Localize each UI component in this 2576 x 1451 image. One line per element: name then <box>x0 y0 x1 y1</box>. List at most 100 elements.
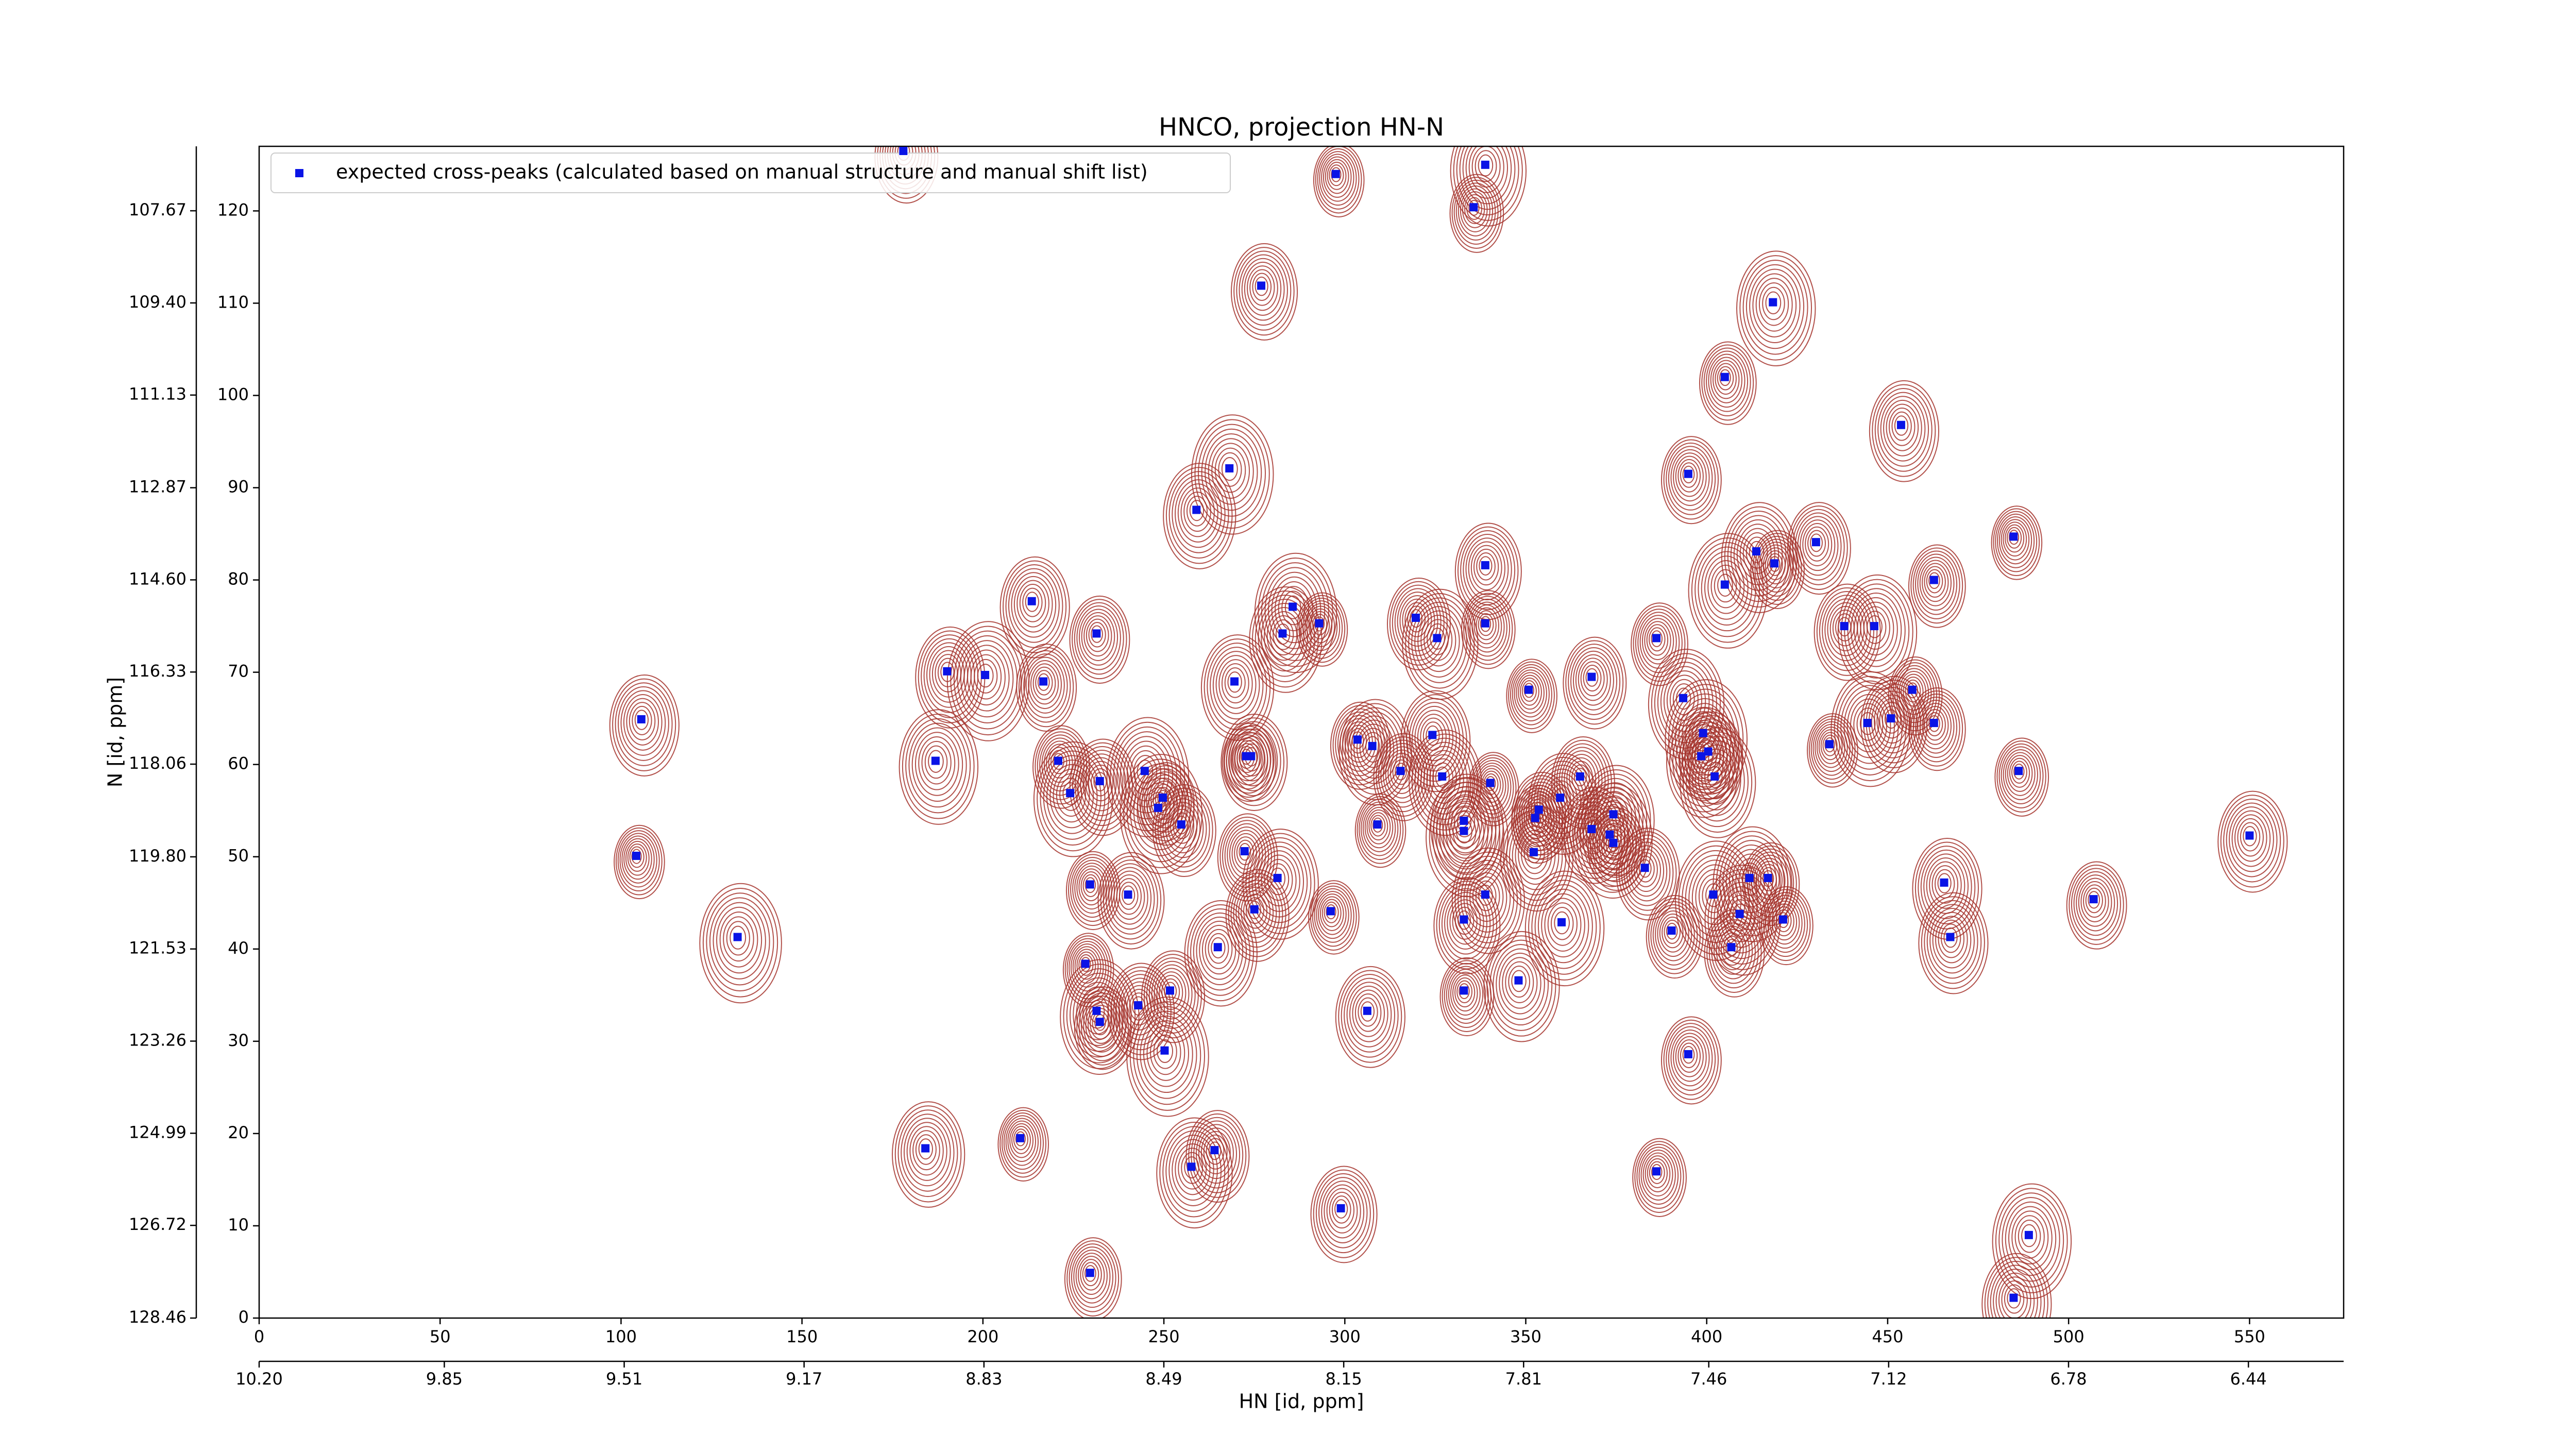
contour <box>1515 825 1556 885</box>
contour <box>1938 919 1965 958</box>
contour <box>963 645 1010 712</box>
contour <box>1708 916 1759 989</box>
contour <box>1698 753 1734 805</box>
contour <box>1673 1033 1707 1082</box>
x2-tick-label: 7.12 <box>1870 1369 1907 1389</box>
contour <box>1496 948 1545 1020</box>
contour <box>1005 1118 1039 1166</box>
contour <box>1716 925 1750 975</box>
contour <box>1687 722 1734 790</box>
contour <box>953 630 1022 730</box>
contour <box>1711 919 1756 984</box>
cross-peak <box>1557 918 1566 926</box>
contour <box>1704 909 1765 998</box>
contour <box>1463 864 1511 933</box>
contour <box>1914 553 1958 615</box>
contour <box>1502 957 1538 1009</box>
contour <box>1462 191 1488 228</box>
contour <box>1395 763 1407 781</box>
contour <box>1298 595 1346 663</box>
contour <box>1471 604 1502 649</box>
contour <box>1568 644 1621 720</box>
contour <box>1680 462 1698 488</box>
contour <box>1448 969 1484 1020</box>
contour <box>1837 574 1918 690</box>
contour <box>1765 291 1782 315</box>
y2-tick-label: 123.26 <box>129 1031 187 1050</box>
contour <box>1069 595 1130 684</box>
contour <box>1987 1260 2045 1318</box>
contour <box>1442 790 1489 859</box>
contour <box>1205 929 1233 969</box>
contour <box>1076 951 1096 980</box>
y-tick-label: 20 <box>228 1123 249 1142</box>
contour <box>1360 1001 1375 1022</box>
contour <box>1069 940 1107 996</box>
contour <box>1168 1135 1218 1206</box>
contour <box>1304 603 1338 651</box>
contour <box>1241 258 1285 321</box>
contour <box>1760 544 1791 588</box>
contour <box>1077 750 1127 821</box>
contour <box>912 1130 940 1171</box>
contour <box>1329 164 1344 187</box>
cross-peak <box>1095 777 1104 785</box>
cross-peak <box>943 667 952 676</box>
contour <box>1019 584 1046 622</box>
contour <box>1714 569 1737 603</box>
contour <box>903 1118 951 1187</box>
contour <box>1719 369 1731 386</box>
contour <box>1763 892 1808 957</box>
contour <box>1521 680 1537 702</box>
contour <box>1634 1141 1684 1213</box>
contour <box>1917 699 1955 754</box>
contour <box>617 830 660 891</box>
contour <box>2080 881 2109 922</box>
cross-peak <box>1095 1018 1104 1026</box>
contour <box>1636 1143 1682 1209</box>
contour <box>1675 840 1758 961</box>
contour <box>621 835 655 884</box>
contour <box>1940 923 1961 953</box>
cross-peak <box>2089 895 2098 904</box>
contour <box>1231 728 1275 791</box>
contour <box>1802 522 1833 566</box>
contour <box>1364 806 1394 849</box>
cross-peak <box>2014 767 2023 775</box>
contour <box>901 1113 955 1192</box>
contour <box>1226 721 1281 801</box>
contour <box>1016 580 1049 628</box>
contour <box>632 705 652 735</box>
contour <box>1435 766 1450 788</box>
contour <box>1167 805 1198 849</box>
contour <box>1996 513 2035 568</box>
contour <box>1758 542 1794 593</box>
contour <box>1888 408 1916 446</box>
contour <box>1420 717 1447 756</box>
contour <box>1456 146 1519 215</box>
contour <box>1924 566 1946 598</box>
contour <box>1641 618 1674 665</box>
contour <box>1547 902 1578 946</box>
contour <box>1713 360 1740 399</box>
legend-box <box>270 153 1231 193</box>
cross-peak <box>1481 890 1489 899</box>
y-tick-label: 40 <box>228 938 249 958</box>
contour <box>1168 471 1229 559</box>
contour <box>918 1138 933 1160</box>
contour <box>1389 581 1448 666</box>
contour <box>918 736 956 790</box>
contour <box>1231 833 1260 874</box>
plot-frame <box>258 145 2345 1319</box>
contour <box>1013 576 1053 633</box>
cross-peak <box>1428 731 1437 739</box>
contour <box>1663 1019 1719 1100</box>
contour <box>1366 809 1391 845</box>
contour <box>1901 673 1926 711</box>
contour <box>1563 636 1627 730</box>
legend: expected cross-peaks (calculated based o… <box>270 153 1231 193</box>
contour <box>2005 524 2025 553</box>
y-tick-label: 10 <box>228 1215 249 1235</box>
contour <box>1682 731 1753 833</box>
contour <box>1184 900 1258 1007</box>
